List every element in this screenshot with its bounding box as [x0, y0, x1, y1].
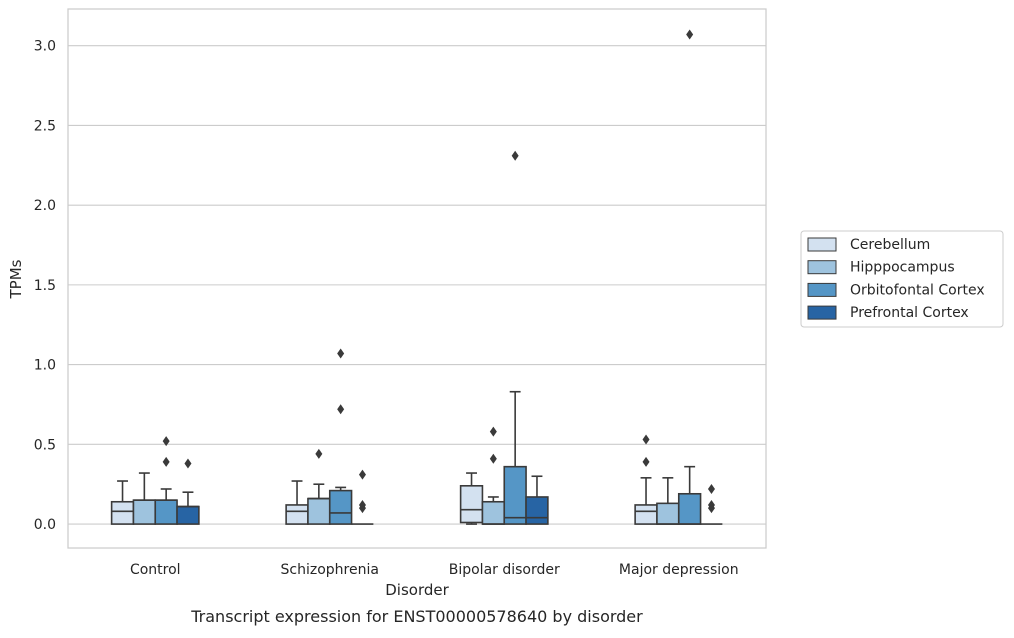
y-tick-label: 1.0	[34, 358, 56, 374]
box-body	[110, 500, 135, 525]
box-body	[634, 504, 658, 525]
flier-point	[489, 453, 497, 464]
x-tick-label: Schizophrenia	[281, 562, 379, 578]
box-item	[634, 434, 658, 525]
legend-frame	[800, 230, 1004, 328]
box-body	[503, 465, 527, 525]
x-tick-label: Bipolar disorder	[449, 562, 560, 578]
box-body	[132, 499, 157, 525]
flier-point	[315, 448, 323, 459]
legend-label: Cerebellum	[850, 237, 930, 253]
gridlines	[68, 45, 766, 525]
y-tick-label: 2.0	[34, 198, 56, 214]
flier-point	[686, 29, 694, 40]
flier-point	[511, 150, 519, 161]
x-axis-label: Disorder	[385, 581, 449, 599]
box-item	[459, 472, 484, 525]
flier-point	[707, 499, 715, 510]
box-item	[285, 480, 309, 525]
x-tick-labels: Control Schizophrenia Bipolar disorder Majo…	[130, 562, 739, 578]
box-item	[351, 469, 374, 525]
box-item	[656, 477, 680, 525]
box-item	[110, 480, 135, 525]
legend-entries: Cerebellum Hipppocampus Orbitofontal Corte…	[807, 237, 985, 321]
x-tick-label: Control	[130, 562, 181, 578]
flier-point	[358, 469, 366, 480]
box-item	[307, 448, 331, 525]
box-item	[700, 483, 723, 525]
legend-label: Orbitofontal Cortex	[850, 282, 985, 298]
flier-point	[162, 436, 170, 447]
box-item	[154, 436, 178, 525]
box-item	[525, 475, 549, 525]
y-tick-label: 3.0	[34, 39, 56, 55]
box-body	[677, 492, 702, 525]
box-body	[656, 502, 680, 525]
box-item	[677, 29, 702, 525]
flier-point	[642, 434, 650, 445]
box-body	[328, 489, 353, 525]
box-item	[176, 458, 200, 525]
box-body	[307, 497, 331, 525]
flier-point	[707, 483, 715, 494]
box-item	[328, 348, 353, 525]
box-body	[459, 485, 484, 524]
legend: Cerebellum Hipppocampus Orbitofontal Corte…	[800, 230, 1004, 328]
box-item	[503, 150, 527, 525]
plot-frame	[67, 8, 767, 549]
legend-label: Hipppocampus	[850, 260, 955, 276]
y-tick-label: 1.5	[34, 278, 56, 294]
box-body	[285, 504, 309, 525]
box-body	[525, 496, 549, 525]
legend-swatch	[807, 260, 837, 275]
x-tick-label: Major depression	[619, 562, 739, 578]
box-marks	[110, 29, 723, 525]
box-item	[481, 426, 506, 525]
flier-point	[337, 404, 345, 415]
flier-point	[162, 456, 170, 467]
legend-label: Prefrontal Cortex	[850, 305, 969, 321]
y-tick-label: 0.0	[34, 517, 56, 533]
legend-swatch	[807, 282, 837, 297]
y-axis-label: TPMs	[7, 259, 25, 299]
box-body	[176, 505, 200, 525]
box-item	[132, 472, 157, 525]
y-tick-labels: 0.0 0.5 1.0 1.5 2.0 2.5 3.0	[34, 39, 56, 533]
flier-point	[358, 499, 366, 510]
flier-point	[642, 456, 650, 467]
y-tick-label: 0.5	[34, 437, 56, 453]
flier-point	[489, 426, 497, 437]
y-tick-label: 2.5	[34, 118, 56, 134]
legend-swatch	[807, 305, 837, 320]
chart-caption: Transcript expression for ENST0000057864…	[190, 607, 643, 626]
flier-point	[337, 348, 345, 359]
flier-point	[184, 458, 192, 469]
box-body	[154, 499, 178, 525]
legend-swatch	[807, 237, 837, 252]
box-body	[481, 500, 506, 525]
